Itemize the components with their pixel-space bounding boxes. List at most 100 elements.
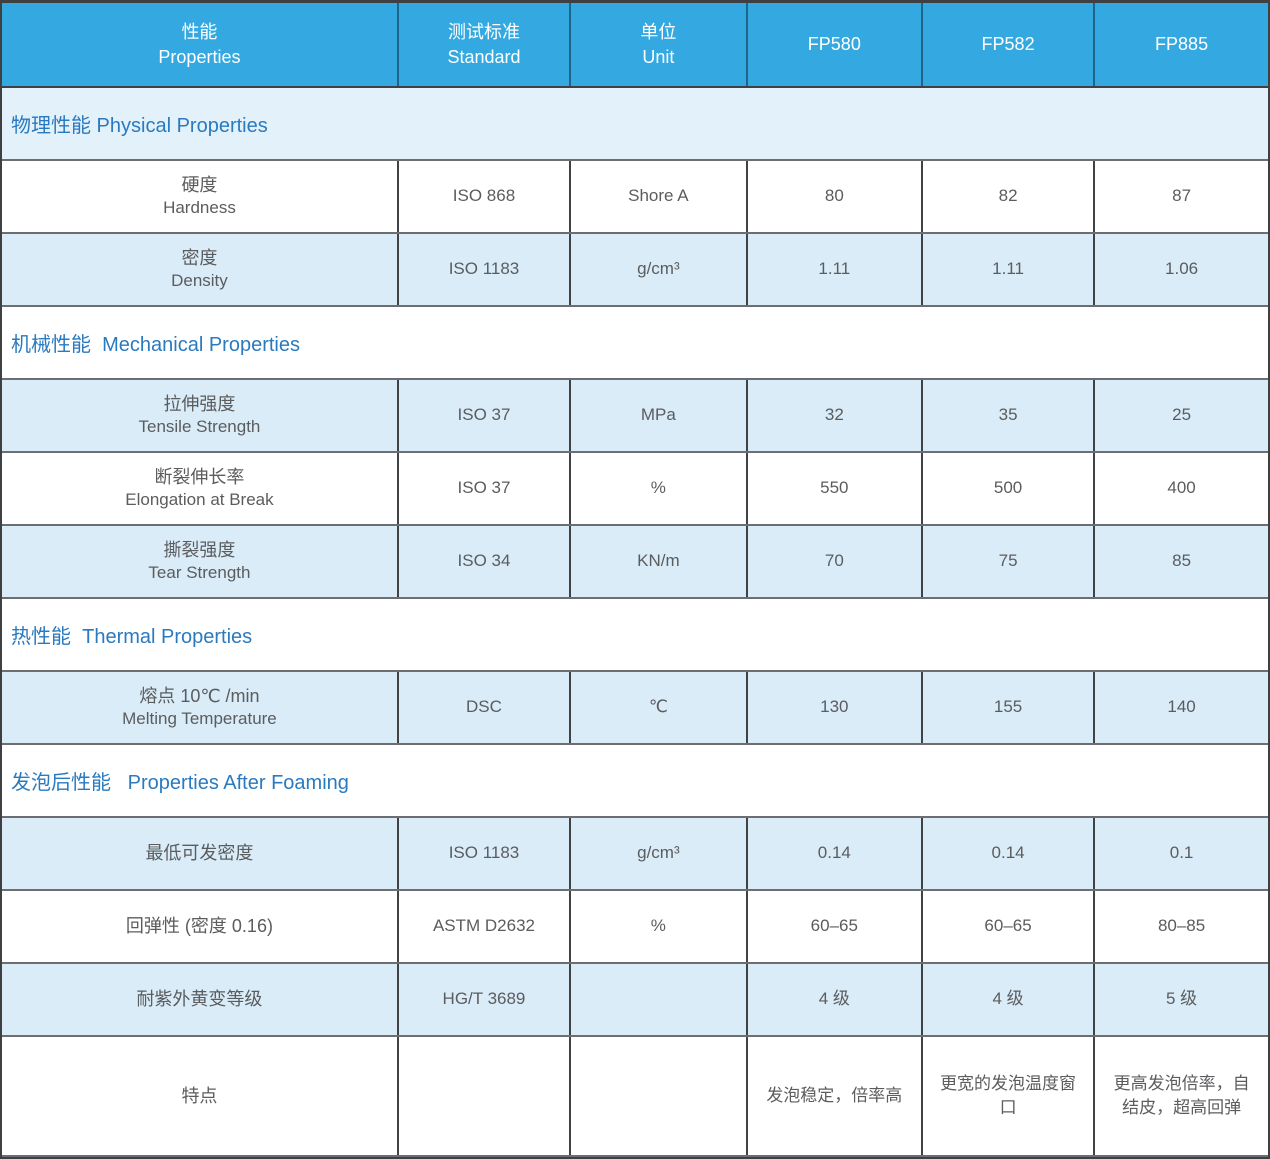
value-cell-fp582: 1.11 xyxy=(923,234,1096,305)
property-en: Hardness xyxy=(163,198,236,218)
table-header-row: 性能 Properties 测试标准 Standard 单位 Unit FP58… xyxy=(2,3,1268,88)
header-fp582-label: FP582 xyxy=(981,34,1035,55)
table-row-density: 密度 Density ISO 1183 g/cm³ 1.11 1.11 1.06 xyxy=(2,234,1268,307)
table-row-resilience: 回弹性 (密度 0.16) ASTM D2632 % 60–65 60–65 8… xyxy=(2,891,1268,964)
section-row-thermal: 热性能 Thermal Properties xyxy=(2,599,1268,672)
property-cell: 熔点 10℃ /min Melting Temperature xyxy=(2,672,399,743)
value-cell-fp582: 更宽的发泡温度窗口 xyxy=(923,1037,1096,1155)
table-row-tear-strength: 撕裂强度 Tear Strength ISO 34 KN/m 70 75 85 xyxy=(2,526,1268,599)
value-cell-fp582: 0.14 xyxy=(923,818,1096,889)
table-row-tensile-strength: 拉伸强度 Tensile Strength ISO 37 MPa 32 35 2… xyxy=(2,380,1268,453)
header-unit-cn: 单位 xyxy=(640,22,677,43)
value-cell-fp580: 550 xyxy=(748,453,923,524)
unit-cell: Shore A xyxy=(571,161,748,232)
header-fp580-label: FP580 xyxy=(807,34,861,55)
value-cell-fp885: 80–85 xyxy=(1157,916,1206,936)
section-title-mechanical: 机械性能 Mechanical Properties xyxy=(11,334,300,356)
property-cell: 撕裂强度 Tear Strength xyxy=(2,526,399,597)
value-cell-fp580: 130 xyxy=(748,672,923,743)
value-cell-fp582: 155 xyxy=(923,672,1096,743)
value-cell-fp885: 87 xyxy=(1172,186,1192,206)
value-cell-fp885: 0.1 xyxy=(1169,843,1194,863)
unit-cell: g/cm³ xyxy=(571,818,748,889)
value-cell-fp885: 25 xyxy=(1172,405,1192,425)
value-cell-fp885: 5 级 xyxy=(1165,989,1198,1009)
header-unit-en: Unit xyxy=(642,46,675,67)
property-cell: 回弹性 (密度 0.16) xyxy=(2,891,399,962)
value-cell-fp582: 82 xyxy=(923,161,1096,232)
property-cn: 回弹性 (密度 0.16) xyxy=(125,916,273,937)
section-row-after-foaming: 发泡后性能 Properties After Foaming xyxy=(2,745,1268,818)
table-row-hardness: 硬度 Hardness ISO 868 Shore A 80 82 87 xyxy=(2,161,1268,234)
standard-cell: ASTM D2632 xyxy=(399,891,572,962)
value-cell-fp582: 60–65 xyxy=(923,891,1096,962)
table-row-min-foam-density: 最低可发密度 ISO 1183 g/cm³ 0.14 0.14 0.1 xyxy=(2,818,1268,891)
value-cell-fp580: 70 xyxy=(748,526,923,597)
standard-cell: DSC xyxy=(399,672,572,743)
header-properties-cn: 性能 xyxy=(181,22,218,43)
value-cell-fp580: 0.14 xyxy=(748,818,923,889)
property-cn: 最低可发密度 xyxy=(145,843,254,864)
header-cell-fp580: FP580 xyxy=(747,3,923,86)
value-cell-fp582: 500 xyxy=(923,453,1096,524)
value-cell-fp580: 32 xyxy=(748,380,923,451)
property-cell: 断裂伸长率 Elongation at Break xyxy=(2,453,399,524)
table-row-elongation: 断裂伸长率 Elongation at Break ISO 37 % 550 5… xyxy=(2,453,1268,526)
standard-cell: ISO 34 xyxy=(399,526,572,597)
property-en: Tensile Strength xyxy=(138,417,261,437)
unit-cell: ℃ xyxy=(571,672,748,743)
property-cn: 撕裂强度 xyxy=(163,539,236,560)
value-cell-fp885: 85 xyxy=(1172,551,1192,571)
header-fp885-label: FP885 xyxy=(1155,34,1209,55)
property-cn: 密度 xyxy=(181,247,218,268)
header-properties-en: Properties xyxy=(158,46,241,67)
standard-cell: HG/T 3689 xyxy=(399,964,572,1035)
property-cn: 拉伸强度 xyxy=(163,393,236,414)
property-cell: 特点 xyxy=(2,1037,399,1155)
table-row-features: 特点 发泡稳定，倍率高 更宽的发泡温度窗口 更高发泡倍率，自结皮，超高回弹 xyxy=(2,1037,1268,1157)
value-cell-fp885: 140 xyxy=(1167,697,1196,717)
standard-cell: ISO 37 xyxy=(399,380,572,451)
property-cn: 耐紫外黄变等级 xyxy=(136,989,263,1010)
unit-cell: MPa xyxy=(571,380,748,451)
property-en: Melting Temperature xyxy=(122,709,277,729)
value-cell-fp885: 400 xyxy=(1167,478,1196,498)
property-cell: 最低可发密度 xyxy=(2,818,399,889)
value-cell-fp580: 80 xyxy=(748,161,923,232)
header-standard-en: Standard xyxy=(447,46,521,67)
table-row-melting-temperature: 熔点 10℃ /min Melting Temperature DSC ℃ 13… xyxy=(2,672,1268,745)
standard-cell: ISO 1183 xyxy=(399,818,572,889)
table-row-uv-yellowing-grade: 耐紫外黄变等级 HG/T 3689 4 级 4 级 5 级 xyxy=(2,964,1268,1037)
value-cell-fp580: 60–65 xyxy=(748,891,923,962)
value-cell-fp582: 75 xyxy=(923,526,1096,597)
unit-cell xyxy=(571,1037,748,1155)
value-cell-fp885: 1.06 xyxy=(1165,259,1199,279)
section-title-after-foaming: 发泡后性能 Properties After Foaming xyxy=(11,772,349,794)
header-cell-fp885: FP885 xyxy=(1095,3,1268,86)
property-cn: 硬度 xyxy=(181,174,218,195)
header-cell-fp582: FP582 xyxy=(922,3,1096,86)
standard-cell: ISO 868 xyxy=(399,161,572,232)
property-cell: 拉伸强度 Tensile Strength xyxy=(2,380,399,451)
value-cell-fp580: 1.11 xyxy=(748,234,923,305)
standard-cell: ISO 1183 xyxy=(399,234,572,305)
header-cell-standard: 测试标准 Standard xyxy=(398,3,572,86)
header-cell-properties: 性能 Properties xyxy=(2,3,399,86)
section-row-physical: 物理性能 Physical Properties xyxy=(2,88,1268,161)
property-en: Elongation at Break xyxy=(125,490,274,510)
value-cell-fp885: 更高发泡倍率，自结皮，超高回弹 xyxy=(1113,1074,1250,1117)
property-en: Tear Strength xyxy=(148,563,251,583)
standard-cell: ISO 37 xyxy=(399,453,572,524)
unit-cell: % xyxy=(571,453,748,524)
header-standard-cn: 测试标准 xyxy=(447,22,520,43)
value-cell-fp580: 4 级 xyxy=(748,964,923,1035)
unit-cell: % xyxy=(571,891,748,962)
property-cell: 密度 Density xyxy=(2,234,399,305)
property-cn: 特点 xyxy=(181,1085,218,1106)
property-en: Density xyxy=(171,271,228,291)
header-cell-unit: 单位 Unit xyxy=(571,3,748,86)
value-cell-fp580: 发泡稳定，倍率高 xyxy=(748,1037,923,1155)
section-title-physical: 物理性能 Physical Properties xyxy=(11,115,268,137)
section-title-thermal: 热性能 Thermal Properties xyxy=(11,626,253,648)
